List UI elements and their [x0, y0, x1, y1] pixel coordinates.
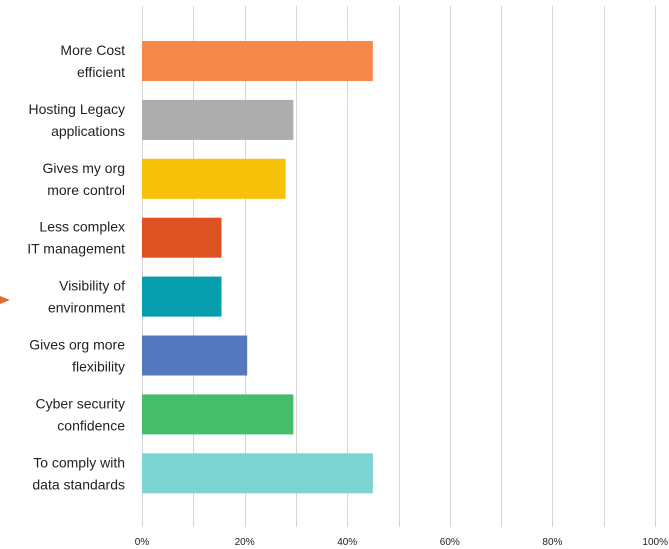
- category-label-1: Hosting Legacy applications: [28, 101, 125, 139]
- category-label-line: More Cost: [60, 42, 125, 58]
- tick-label-100: 100%: [642, 537, 668, 548]
- gridlines: [142, 6, 656, 527]
- category-label-line: flexibility: [72, 359, 125, 375]
- category-label-line: Cyber security: [36, 395, 125, 411]
- category-label-4: Visibility of environment: [48, 278, 125, 316]
- bars: [142, 41, 373, 494]
- category-label-7: To comply with data standards: [32, 454, 125, 492]
- category-label-line: efficient: [77, 64, 125, 80]
- bar-5: [142, 335, 248, 376]
- tick-label-80: 80%: [542, 537, 562, 548]
- category-label-0: More Cost efficient: [60, 42, 125, 80]
- tick-label-0: 0%: [135, 537, 150, 548]
- decorative-arrow-marker: [0, 296, 10, 304]
- tick-label-40: 40%: [337, 537, 357, 548]
- tick-label-20: 20%: [235, 537, 255, 548]
- category-label-line: environment: [48, 300, 125, 316]
- category-label-line: To comply with: [33, 454, 125, 470]
- category-label-3: Less complex IT management: [27, 219, 125, 257]
- category-label-line: Gives org more: [29, 337, 125, 353]
- bar-4: [142, 276, 222, 317]
- category-label-6: Cyber security confidence: [36, 395, 126, 433]
- category-label-line: Gives my org: [43, 160, 125, 176]
- tick-label-60: 60%: [440, 537, 460, 548]
- category-label-line: more control: [47, 182, 125, 198]
- category-label-line: IT management: [27, 241, 125, 257]
- bar-2: [142, 158, 286, 199]
- bar-0: [142, 41, 373, 81]
- category-label-2: Gives my org more control: [43, 160, 125, 198]
- bar-3: [142, 217, 222, 258]
- category-label-line: Visibility of: [59, 278, 125, 294]
- category-label-line: confidence: [57, 417, 125, 433]
- category-label-line: applications: [51, 123, 125, 139]
- category-label-5: Gives org more flexibility: [29, 337, 125, 375]
- bar-6: [142, 394, 294, 435]
- category-labels: More Cost efficient Hosting Legacy applicat…: [27, 42, 125, 492]
- bar-7: [142, 453, 373, 494]
- category-label-line: data standards: [32, 476, 125, 492]
- x-axis-tick-labels: 0% 20% 40% 60% 80% 100%: [135, 537, 668, 548]
- bar-1: [142, 99, 294, 140]
- category-label-line: Hosting Legacy: [28, 101, 125, 117]
- category-label-line: Less complex: [39, 219, 125, 235]
